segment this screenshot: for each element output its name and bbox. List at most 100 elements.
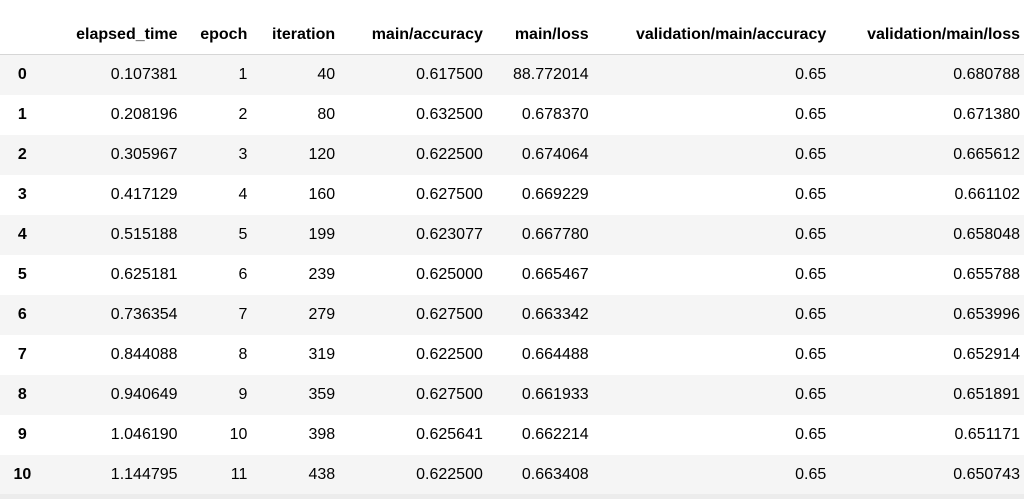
column-header-iteration: iteration: [251, 16, 340, 55]
cell-validation-main-accuracy: 0.65: [795, 466, 827, 483]
cell-main-accuracy: 0.622500: [416, 466, 483, 483]
cell-validation-main-loss: 0.661102: [954, 186, 1020, 203]
cell-iteration: 199: [308, 226, 336, 243]
table-row: 7 0.844088 8 319 0.622500 0.664488 0.65 0.65291…: [0, 335, 1024, 375]
column-header-elapsed-time: elapsed_time: [50, 16, 182, 55]
cell-validation-main-accuracy: 0.65: [795, 66, 827, 83]
cell-main-loss: 0.678370: [521, 106, 589, 123]
column-header-validation-main-accuracy: validation/main/accuracy: [592, 16, 831, 55]
table-row: 2 0.305967 3 120 0.622500 0.674064 0.65 0.66561…: [0, 135, 1024, 175]
cell-epoch: 10: [229, 426, 248, 443]
cell-main-loss: 0.667780: [521, 226, 589, 243]
cell-validation-main-loss: 0.650743: [953, 466, 1020, 483]
table-row: 8 0.940649 9 359 0.627500 0.661933 0.65 0.65189…: [0, 375, 1024, 415]
cell-epoch: 1: [238, 66, 248, 83]
cell-validation-main-accuracy: 0.65: [795, 426, 827, 443]
cell-validation-main-loss: 0.655788: [953, 266, 1020, 283]
table-row: 3 0.417129 4 160 0.627500 0.669229 0.65 0.66110…: [0, 175, 1024, 215]
column-header-main-loss: main/loss: [486, 16, 593, 55]
cell-main-loss: 0.661933: [521, 386, 589, 403]
cell-epoch: 7: [238, 306, 248, 323]
cell-epoch: 6: [238, 266, 248, 283]
row-index: 9: [17, 426, 27, 443]
index-header: [0, 16, 51, 55]
cell-elapsed-time: 0.208196: [110, 106, 178, 123]
cell-elapsed-time: 0.940649: [110, 386, 178, 403]
cell-main-loss: 0.662214: [521, 426, 589, 443]
cell-epoch: 4: [238, 186, 248, 203]
cell-main-accuracy: 0.617500: [416, 66, 483, 83]
cell-main-accuracy: 0.622500: [416, 346, 483, 363]
cell-main-loss: 0.674064: [521, 146, 589, 163]
cell-validation-main-loss: 0.651891: [953, 386, 1020, 403]
cell-iteration: 239: [308, 266, 336, 283]
cell-iteration: 438: [308, 466, 336, 483]
table-row: 1 0.208196 2 80 0.632500 0.678370 0.65 0.671380: [0, 95, 1024, 135]
row-index: 0: [17, 66, 27, 83]
table-row: 0 0.107381 1 40 0.617500 88.772014 0.65 0.68078…: [0, 54, 1024, 95]
cell-elapsed-time: 0.515188: [110, 226, 178, 243]
cell-main-loss: 0.664488: [521, 346, 589, 363]
table-row: 9 1.046190 10 398 0.625641 0.662214 0.65 0.6511…: [0, 415, 1024, 455]
cell-validation-main-accuracy: 0.65: [795, 186, 827, 203]
column-header-epoch: epoch: [181, 16, 252, 55]
table-row: 5 0.625181 6 239 0.625000 0.665467 0.65 0.65578…: [0, 255, 1024, 295]
row-index: 1: [17, 106, 27, 123]
cell-iteration: 359: [308, 386, 336, 403]
cell-elapsed-time: 0.736354: [110, 306, 178, 323]
cell-elapsed-time: 0.625181: [110, 266, 178, 283]
row-index: 5: [17, 266, 27, 283]
scroll-edge: [0, 494, 1024, 499]
cell-iteration: 279: [308, 306, 336, 323]
cell-validation-main-loss: 0.671380: [953, 106, 1020, 123]
cell-validation-main-accuracy: 0.65: [795, 226, 827, 243]
cell-main-loss: 0.665467: [521, 266, 589, 283]
cell-main-accuracy: 0.627500: [416, 386, 483, 403]
table-row: 6 0.736354 7 279 0.627500 0.663342 0.65 0.65399…: [0, 295, 1024, 335]
cell-elapsed-time: 0.844088: [110, 346, 178, 363]
cell-elapsed-time: 0.305967: [110, 146, 178, 163]
column-header-main-accuracy: main/accuracy: [339, 16, 487, 55]
cell-iteration: 80: [317, 106, 336, 123]
cell-validation-main-loss: 0.651171: [954, 426, 1020, 443]
header-row: elapsed_time epoch iteration main/accura…: [0, 16, 1024, 55]
cell-elapsed-time: 0.417129: [110, 186, 178, 203]
cell-iteration: 398: [308, 426, 336, 443]
cell-epoch: 3: [238, 146, 248, 163]
cell-epoch: 9: [238, 386, 248, 403]
cell-main-loss: 0.663408: [521, 466, 589, 483]
cell-iteration: 319: [308, 346, 336, 363]
cell-validation-main-loss: 0.652914: [953, 346, 1020, 363]
cell-validation-main-loss: 0.653996: [953, 306, 1020, 323]
row-index: 10: [13, 466, 32, 483]
row-index: 8: [17, 386, 27, 403]
cell-validation-main-accuracy: 0.65: [795, 346, 827, 363]
table-body: 0 0.107381 1 40 0.617500 88.772014 0.65 0.68078…: [0, 54, 1024, 495]
cell-main-accuracy: 0.625641: [416, 426, 483, 443]
cell-validation-main-loss: 0.665612: [953, 146, 1020, 163]
row-index: 4: [17, 226, 27, 243]
table-row: 10 1.144795 11 438 0.622500 0.663408 0.65 0.650…: [0, 455, 1024, 495]
cell-epoch: 2: [238, 106, 248, 123]
cell-main-accuracy: 0.627500: [416, 306, 483, 323]
table-row: 4 0.515188 5 199 0.623077 0.667780 0.65 0.65804…: [0, 215, 1024, 255]
cell-main-accuracy: 0.632500: [416, 106, 483, 123]
cell-main-loss: 88.772014: [513, 66, 589, 83]
cell-main-accuracy: 0.623077: [416, 226, 483, 243]
cell-elapsed-time: 0.107381: [110, 66, 178, 83]
cell-iteration: 160: [308, 186, 336, 203]
row-index: 7: [17, 346, 27, 363]
table-header: elapsed_time epoch iteration main/accura…: [0, 16, 1024, 55]
cell-validation-main-accuracy: 0.65: [795, 146, 827, 163]
cell-main-accuracy: 0.625000: [416, 266, 483, 283]
cell-validation-main-accuracy: 0.65: [795, 106, 827, 123]
cell-epoch: 11: [230, 466, 248, 483]
cell-main-loss: 0.669229: [521, 186, 589, 203]
cell-validation-main-accuracy: 0.65: [795, 266, 827, 283]
row-index: 3: [17, 186, 27, 203]
cell-elapsed-time: 1.046190: [110, 426, 178, 443]
row-index: 2: [17, 146, 27, 163]
cell-validation-main-accuracy: 0.65: [795, 306, 827, 323]
cell-validation-main-accuracy: 0.65: [795, 386, 827, 403]
